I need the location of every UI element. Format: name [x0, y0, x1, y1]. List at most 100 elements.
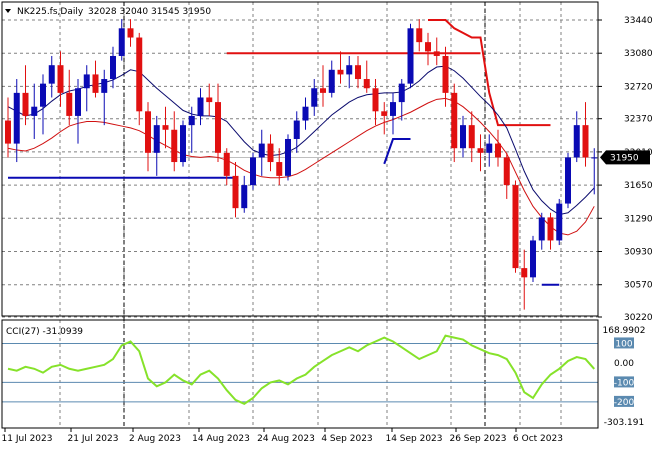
candle-body: [582, 125, 589, 158]
candle: [460, 115, 466, 158]
candle-body: [407, 28, 414, 84]
candle: [407, 23, 414, 89]
candle-body: [31, 106, 38, 116]
candle-body: [110, 55, 116, 80]
candle: [556, 198, 563, 246]
price-tick-label: 30220: [624, 313, 653, 323]
candle: [57, 51, 64, 107]
candle-body: [101, 79, 108, 93]
candle-body: [153, 125, 160, 153]
candle: [320, 65, 326, 107]
candle: [285, 134, 291, 181]
candle-body: [276, 162, 283, 176]
cci-label: CCI(27) -31.0939: [6, 327, 83, 337]
candle-body: [83, 74, 90, 89]
time-tick-label: 26 Sep 2023: [449, 434, 506, 444]
candle: [267, 134, 274, 172]
candle-body: [311, 88, 318, 107]
chart-header: NK225.fs,Daily 32028 32040 31545 31950: [5, 7, 211, 17]
candle-body: [486, 143, 493, 153]
candle-body: [530, 240, 536, 278]
cci-tick-label: 168.9902: [603, 326, 646, 336]
candle-body: [425, 42, 431, 52]
candle-body: [75, 88, 81, 116]
time-tick-label: 6 Oct 2023: [513, 434, 563, 444]
time-tick-label: 24 Aug 2023: [257, 434, 315, 444]
time-tick-label: 14 Aug 2023: [192, 434, 250, 444]
candle-body: [171, 129, 178, 163]
candle: [293, 111, 300, 153]
symbol-label: NK225.fs,Daily: [17, 7, 84, 17]
candle-body: [206, 97, 213, 103]
price-tick-label: 33080: [624, 49, 653, 59]
candle-body: [118, 28, 125, 56]
candle-body: [337, 69, 344, 75]
candle: [346, 55, 353, 89]
candle: [241, 175, 248, 213]
candle-body: [591, 157, 598, 159]
candle-body: [547, 217, 554, 241]
candle-body: [495, 143, 501, 158]
candle-body: [197, 97, 204, 116]
time-tick-label: 2 Aug 2023: [129, 434, 181, 444]
price-tick-label: 30570: [624, 281, 653, 291]
candle: [40, 74, 46, 135]
candle: [591, 148, 598, 195]
candle-body: [372, 88, 379, 112]
level-line-segment: [383, 137, 411, 165]
candle: [136, 32, 143, 126]
candle-body: [66, 92, 73, 116]
candle-body: [451, 92, 458, 149]
current-price-box: [600, 150, 650, 165]
candle: [530, 235, 536, 282]
candle-body: [180, 125, 186, 163]
candle: [390, 92, 396, 135]
candle-body: [346, 65, 353, 75]
time-tick-label: 4 Sep 2023: [321, 434, 372, 444]
candle-body: [267, 143, 274, 163]
candle: [433, 37, 440, 66]
ohlc-label: 32028 32040 31545 31950: [88, 7, 211, 17]
candle: [538, 212, 545, 250]
candle-body: [460, 125, 466, 149]
candle-body: [285, 138, 291, 176]
candle: [118, 19, 125, 61]
candle-body: [442, 55, 449, 93]
candle-body: [573, 125, 580, 158]
candle: [171, 111, 178, 172]
candle: [565, 152, 571, 209]
candle: [110, 46, 116, 89]
cci-tick-label: -200: [614, 398, 635, 408]
cci-tick-label: -303.191: [604, 418, 644, 428]
candle: [188, 106, 195, 153]
candles: [5, 19, 598, 310]
candle: [66, 69, 73, 126]
candle: [311, 79, 318, 116]
candle-body: [162, 125, 169, 130]
candle: [215, 83, 221, 163]
candle-body: [538, 217, 545, 241]
candle: [162, 106, 169, 149]
time-tick-label: 14 Sep 2023: [385, 434, 442, 444]
candle-body: [232, 175, 239, 209]
ma-slow-line: [7, 97, 595, 236]
candle: [416, 19, 423, 52]
candle: [31, 83, 38, 139]
candle-body: [320, 88, 326, 93]
candle-body: [556, 203, 563, 241]
candle-body: [40, 83, 46, 107]
candle-body: [503, 157, 510, 186]
price-tick-label: 32720: [624, 82, 653, 92]
candle-body: [250, 157, 256, 186]
candle-body: [5, 120, 11, 144]
collapse-triangle-icon[interactable]: [5, 9, 11, 13]
candle: [5, 97, 11, 158]
price-tick-label: 31290: [624, 214, 653, 224]
cci-axis: 168.9902 100 0.00 -100 -200 -303.191: [603, 326, 646, 428]
candle: [425, 32, 431, 66]
candle-body: [22, 92, 29, 116]
candle-body: [48, 65, 55, 84]
candle: [180, 120, 186, 167]
candle-body: [145, 111, 151, 153]
